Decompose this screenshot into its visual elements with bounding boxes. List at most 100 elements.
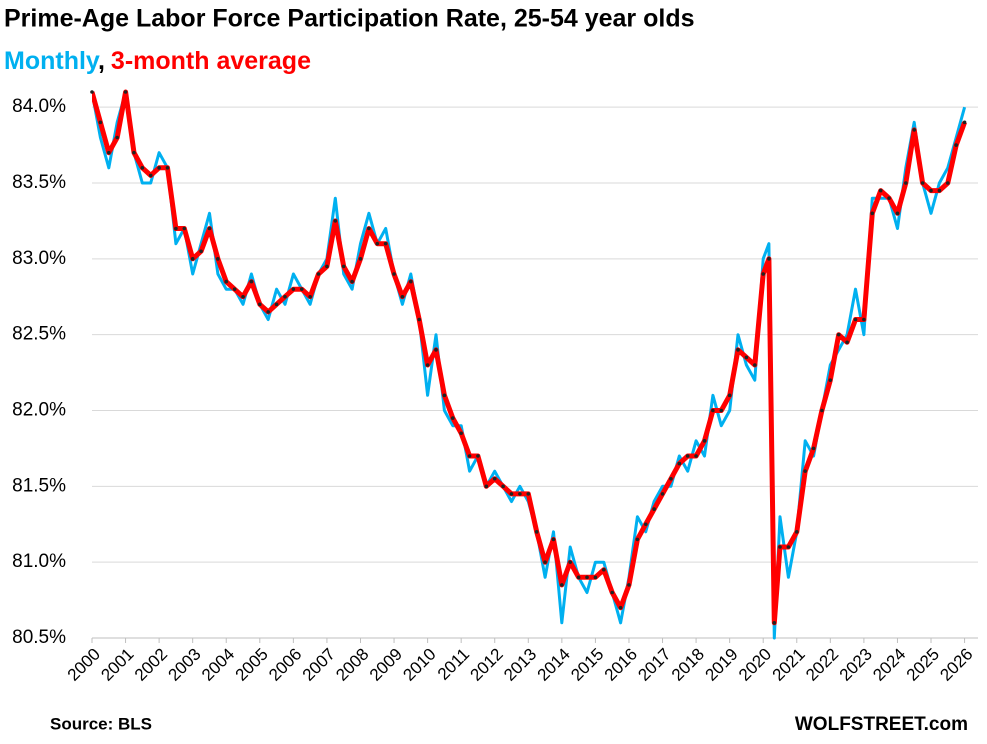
data-point (702, 439, 707, 443)
data-point (593, 575, 598, 580)
series-line (92, 89, 967, 626)
data-point (610, 590, 614, 595)
data-point (811, 446, 816, 451)
y-tick-label: 83.5% (12, 172, 66, 193)
x-tick-label: 2009 (366, 645, 406, 685)
data-point (283, 294, 287, 299)
x-tick-label: 2018 (668, 645, 708, 685)
data-point (476, 454, 480, 458)
x-tick-label: 2007 (299, 645, 339, 685)
data-point (845, 340, 849, 345)
x-tick-label: 2011 (434, 645, 473, 684)
x-tick-label: 2005 (232, 645, 272, 685)
data-point (341, 264, 346, 269)
y-tick-label: 83.0% (12, 248, 66, 269)
data-point (962, 120, 967, 125)
data-point (266, 310, 270, 314)
y-tick-label: 81.0% (12, 551, 66, 572)
data-point (417, 317, 422, 322)
y-tick-label: 82.0% (12, 400, 66, 421)
data-point (148, 173, 153, 178)
data-point (190, 257, 195, 261)
y-tick-label: 82.5% (12, 324, 66, 345)
data-point (767, 257, 771, 261)
data-point (501, 484, 505, 489)
legend-separator: , (98, 47, 105, 75)
x-tick-label: 2020 (735, 645, 775, 685)
data-point (954, 143, 958, 147)
data-point (853, 317, 858, 322)
source: Source: BLS (50, 714, 152, 733)
x-tick-label: 2015 (567, 645, 607, 685)
data-point (904, 181, 908, 185)
data-point (820, 408, 824, 413)
data-point (652, 507, 656, 511)
data-point (803, 469, 807, 473)
data-point (711, 408, 715, 413)
x-tick-label: 2003 (164, 645, 204, 685)
data-point (727, 393, 732, 398)
data-point (132, 150, 136, 155)
data-point (325, 264, 329, 269)
data-point (744, 355, 749, 360)
data-point (719, 408, 724, 413)
x-tick-label: 2014 (534, 645, 574, 685)
y-tick-label: 80.5% (12, 627, 66, 648)
data-point (786, 545, 791, 549)
x-tick-label: 2023 (836, 645, 876, 685)
data-point (333, 219, 338, 223)
data-point (157, 166, 161, 170)
data-point (392, 272, 396, 276)
x-tick-label: 2019 (701, 645, 741, 685)
data-point (945, 181, 950, 185)
data-point (526, 492, 531, 496)
data-point (736, 348, 740, 352)
data-point (216, 257, 220, 261)
data-point (291, 287, 296, 291)
data-point (224, 279, 229, 284)
data-point (400, 294, 405, 299)
data-point (660, 492, 665, 496)
data-point (350, 279, 354, 284)
data-point (316, 272, 321, 276)
data-point (534, 530, 539, 534)
legend-entry: 3-month average (111, 47, 311, 75)
data-point (434, 348, 438, 352)
data-point (677, 461, 682, 466)
data-point (358, 257, 363, 261)
data-point (140, 166, 145, 170)
x-tick-label: 2016 (601, 645, 641, 685)
data-point (509, 492, 514, 496)
legend-entry: Monthly (4, 47, 100, 75)
data-point (560, 583, 564, 587)
x-tick-label: 2021 (769, 645, 809, 685)
data-point (920, 181, 925, 185)
data-point (258, 302, 262, 307)
data-point (241, 294, 245, 299)
data-point (207, 226, 212, 231)
data-point (836, 332, 841, 337)
legend: Monthly, 3-month average (4, 47, 311, 75)
data-point (761, 272, 766, 276)
data-point (778, 545, 782, 549)
x-tick-label: 2013 (500, 645, 540, 685)
data-point (585, 575, 589, 580)
data-point (90, 90, 94, 94)
x-tick-label: 2000 (64, 645, 104, 685)
data-point (669, 476, 673, 481)
data-point (618, 605, 623, 610)
data-point (937, 188, 942, 193)
credit: WOLFSTREET.com (795, 714, 968, 735)
x-tick-label: 2006 (265, 645, 305, 685)
data-point (643, 522, 648, 527)
data-point (199, 249, 203, 254)
data-point (459, 431, 463, 436)
data-point (887, 196, 891, 200)
data-point (929, 188, 933, 193)
data-point (165, 166, 170, 170)
data-point (249, 279, 254, 284)
x-tick-label: 2012 (467, 645, 507, 685)
data-point (425, 363, 430, 367)
data-point (862, 317, 866, 322)
data-point (772, 621, 777, 625)
